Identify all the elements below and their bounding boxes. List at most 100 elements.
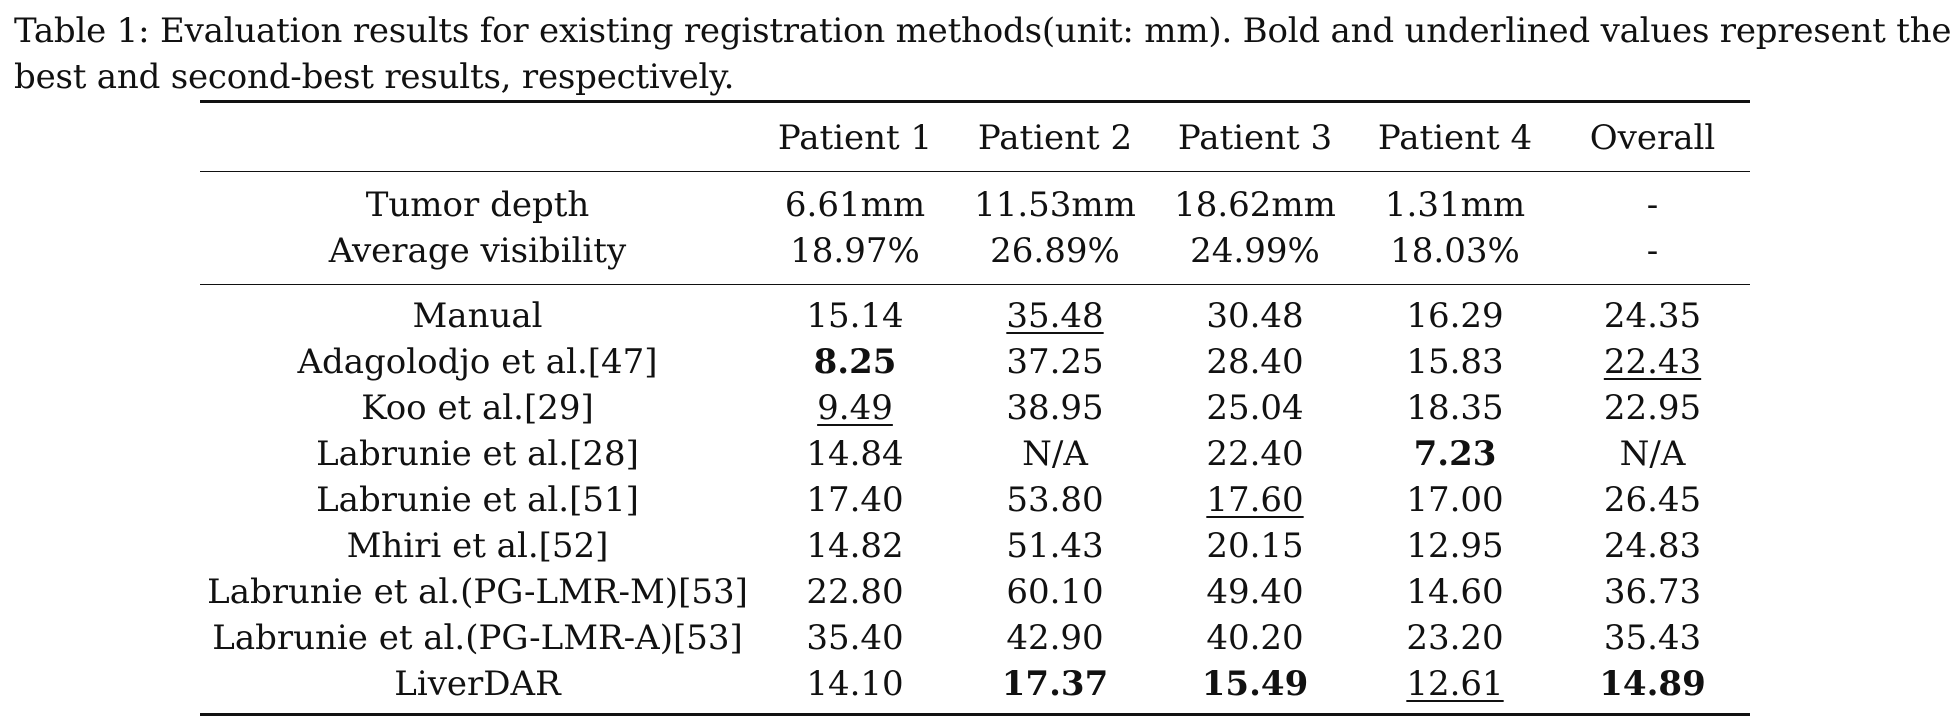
table-cell: 7.23	[1355, 431, 1555, 477]
table-cell: 26.45	[1555, 477, 1750, 523]
cell-value: N/A	[1022, 434, 1088, 474]
table-cell: 23.20	[1355, 615, 1555, 661]
second-best-value: 35.48	[1006, 296, 1104, 336]
method-row-koo-et-al-29: Koo et al.[29] 9.49 38.95 25.04 18.35 22.95	[200, 385, 1750, 431]
stats-row-average-visibility: Average visibility 18.97% 26.89% 24.99% 18.0…	[200, 228, 1750, 285]
cell-value: 49.40	[1206, 572, 1304, 612]
cell-value: 20.15	[1206, 526, 1304, 566]
table-cell: N/A	[955, 431, 1155, 477]
best-value: 17.37	[1001, 664, 1109, 704]
second-best-value: 17.60	[1206, 480, 1304, 520]
table-cell: 17.00	[1355, 477, 1555, 523]
cell-value: 36.73	[1603, 572, 1702, 612]
table-cell: 15.49	[1155, 661, 1355, 715]
best-value: 14.89	[1599, 664, 1706, 704]
cell-value: 40.20	[1206, 618, 1304, 658]
results-table: Patient 1 Patient 2 Patient 3 Patient 4 …	[200, 100, 1750, 716]
table-cell: 35.43	[1555, 615, 1750, 661]
header-cell-patient-1: Patient 1	[777, 118, 933, 158]
table-cell: 14.10	[755, 661, 955, 715]
table-cell: 22.40	[1155, 431, 1355, 477]
cell-value: 30.48	[1206, 296, 1304, 336]
table-cell: -	[1646, 231, 1659, 271]
table-cell: 14.82	[755, 523, 955, 569]
row-label: Manual	[412, 296, 543, 336]
stats-row-tumor-depth: Tumor depth 6.61mm 11.53mm 18.62mm 1.31mm -	[200, 171, 1750, 229]
methods-section: Manual 15.14 35.48 30.48 16.29 24.35 Adagolodj…	[200, 284, 1750, 715]
table-cell: 35.48	[955, 285, 1155, 340]
cell-value: 15.83	[1406, 342, 1504, 382]
table-cell: 17.40	[755, 477, 955, 523]
cell-value: 12.95	[1406, 526, 1504, 566]
table-cell: 18.62mm	[1174, 185, 1336, 225]
table-cell: 8.25	[755, 339, 955, 385]
table-cell: 14.60	[1355, 569, 1555, 615]
table-cell: 30.48	[1155, 285, 1355, 340]
results-table-wrapper: Patient 1 Patient 2 Patient 3 Patient 4 …	[200, 100, 1750, 716]
method-row-liverdar: LiverDAR 14.10 17.37 15.49 12.61 14.89	[200, 661, 1750, 715]
method-row-labrunie-et-al-pg-lmr-m-53: Labrunie et al.(PG-LMR-M)[53] 22.80 60.10 4…	[200, 569, 1750, 615]
table-cell: 17.60	[1155, 477, 1355, 523]
table-cell: 53.80	[955, 477, 1155, 523]
header-cell-overall: Overall	[1589, 118, 1716, 158]
row-label: Mhiri et al.[52]	[346, 526, 609, 566]
table-cell: 51.43	[955, 523, 1155, 569]
table-cell: 22.80	[755, 569, 955, 615]
best-value: 7.23	[1413, 434, 1497, 474]
cell-value: 38.95	[1006, 388, 1104, 428]
table-cell: 26.89%	[990, 231, 1120, 271]
cell-value: 53.80	[1006, 480, 1104, 520]
table-header-row: Patient 1 Patient 2 Patient 3 Patient 4 …	[200, 101, 1750, 172]
cell-value: 14.10	[806, 664, 904, 704]
table-cell: -	[1646, 185, 1659, 225]
second-best-value: 22.43	[1603, 342, 1702, 382]
row-label: Tumor depth	[365, 185, 590, 225]
table-cell: 14.89	[1555, 661, 1750, 715]
cell-value: N/A	[1619, 434, 1686, 474]
best-value: 15.49	[1201, 664, 1309, 704]
cell-value: 42.90	[1006, 618, 1104, 658]
cell-value: 37.25	[1006, 342, 1104, 382]
table-cell: 24.99%	[1190, 231, 1320, 271]
table-cell: 12.61	[1355, 661, 1555, 715]
table-cell: 15.14	[755, 285, 955, 340]
table-cell: 17.37	[955, 661, 1155, 715]
table-caption: Table 1: Evaluation results for existing…	[14, 11, 1952, 97]
table-cell: 24.35	[1555, 285, 1750, 340]
best-value: 8.25	[813, 342, 897, 382]
stats-section: Tumor depth 6.61mm 11.53mm 18.62mm 1.31mm - Av…	[200, 171, 1750, 285]
table-cell: 20.15	[1155, 523, 1355, 569]
method-row-labrunie-et-al-pg-lmr-a-53: Labrunie et al.(PG-LMR-A)[53] 35.40 42.90 4…	[200, 615, 1750, 661]
table-cell: 35.40	[755, 615, 955, 661]
row-label: Labrunie et al.[51]	[316, 480, 639, 520]
table-cell: 16.29	[1355, 285, 1555, 340]
row-label: Labrunie et al.(PG-LMR-A)[53]	[212, 618, 743, 658]
table-cell: 40.20	[1155, 615, 1355, 661]
table-cell: 18.35	[1355, 385, 1555, 431]
cell-value: 22.40	[1206, 434, 1304, 474]
header-cell-patient-2: Patient 2	[977, 118, 1133, 158]
table-cell: 18.03%	[1390, 231, 1520, 271]
row-label: Average visibility	[328, 231, 627, 271]
cell-value: 35.43	[1603, 618, 1702, 658]
second-best-value: 12.61	[1406, 664, 1504, 704]
cell-value: 16.29	[1406, 296, 1504, 336]
method-row-labrunie-et-al-51: Labrunie et al.[51] 17.40 53.80 17.60 17.00 2…	[200, 477, 1750, 523]
row-label: LiverDAR	[394, 664, 561, 704]
table-cell: 60.10	[955, 569, 1155, 615]
table-cell: 12.95	[1355, 523, 1555, 569]
cell-value: 14.82	[806, 526, 904, 566]
table-cell: 18.97%	[790, 231, 920, 271]
table-cell: 11.53mm	[974, 185, 1136, 225]
cell-value: 17.40	[806, 480, 904, 520]
cell-value: 22.80	[806, 572, 904, 612]
cell-value: 22.95	[1603, 388, 1702, 428]
cell-value: 23.20	[1406, 618, 1504, 658]
cell-value: 24.83	[1603, 526, 1702, 566]
cell-value: 17.00	[1406, 480, 1504, 520]
header-cell-method	[200, 102, 755, 172]
cell-value: 28.40	[1206, 342, 1304, 382]
method-row-labrunie-et-al-28: Labrunie et al.[28] 14.84 N/A 22.40 7.23 N/A	[200, 431, 1750, 477]
table-cell: 22.95	[1555, 385, 1750, 431]
row-label: Labrunie et al.(PG-LMR-M)[53]	[207, 572, 748, 612]
